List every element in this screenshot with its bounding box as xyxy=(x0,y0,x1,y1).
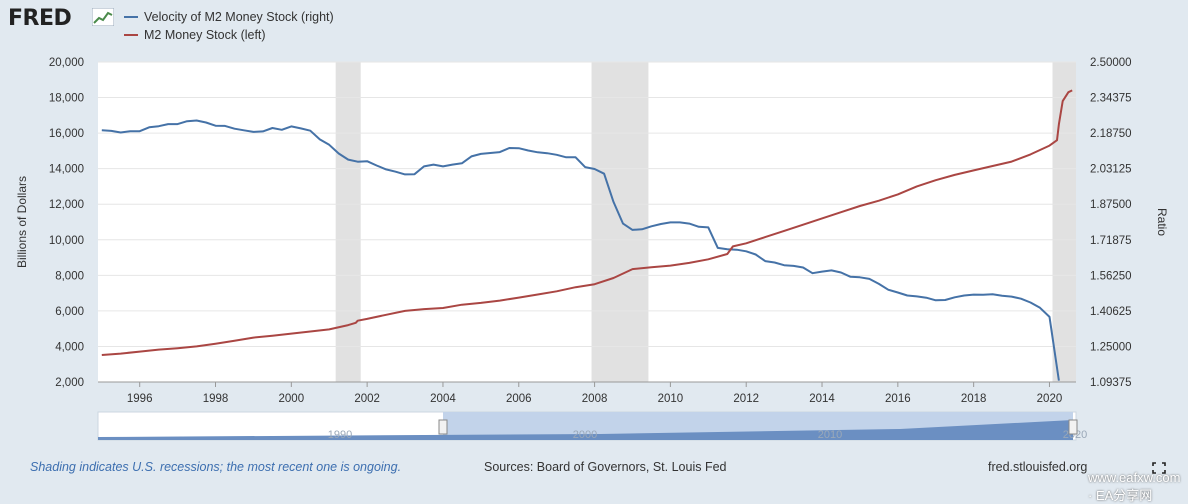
y-left-tick-label: 18,000 xyxy=(49,93,84,105)
fred-graph-icon xyxy=(92,8,114,26)
y-left-axis-label: Billions of Dollars xyxy=(15,176,29,268)
recession-band xyxy=(335,62,361,382)
chart-header: FRED Velocity of M2 Money Stock (right) … xyxy=(0,0,1188,50)
y-right-tick-label: 1.87500 xyxy=(1090,199,1132,211)
sources-text: Sources: Board of Governors, St. Louis F… xyxy=(484,460,727,474)
recession-note: Shading indicates U.S. recessions; the m… xyxy=(30,460,402,474)
plot-background xyxy=(98,62,1076,382)
y-right-tick-label: 2.03125 xyxy=(1090,164,1132,176)
navigator-year-label: 1990 xyxy=(328,429,352,441)
y-right-tick-label: 1.56250 xyxy=(1090,270,1132,282)
legend-swatch-velocity xyxy=(124,16,138,18)
series-line-m2 xyxy=(101,89,1073,356)
x-tick-label: 2010 xyxy=(658,393,684,405)
recession-band xyxy=(591,62,649,382)
y-left-tick-label: 8,000 xyxy=(55,270,84,282)
fullscreen-icon[interactable] xyxy=(1152,462,1166,474)
x-tick-label: 2016 xyxy=(885,393,911,405)
legend-item-m2[interactable]: M2 Money Stock (left) xyxy=(124,26,334,44)
y-right-axis-label: Ratio xyxy=(1155,208,1169,236)
y-right-tick-label: 1.25000 xyxy=(1090,341,1132,353)
y-left-tick-label: 16,000 xyxy=(49,128,84,140)
y-left-tick-label: 12,000 xyxy=(49,199,84,211)
legend-item-velocity[interactable]: Velocity of M2 Money Stock (right) xyxy=(124,8,334,26)
y-right-tick-label: 1.40625 xyxy=(1090,306,1132,318)
chart-footer: Shading indicates U.S. recessions; the m… xyxy=(0,452,1188,482)
legend-swatch-m2 xyxy=(124,34,138,36)
legend-label-velocity: Velocity of M2 Money Stock (right) xyxy=(144,10,334,24)
watermark-text: www.eafxw.com · EA分享网 xyxy=(1088,470,1181,503)
y-right-tick-label: 1.09375 xyxy=(1090,377,1132,389)
x-tick-label: 2000 xyxy=(279,393,305,405)
y-left-tick-label: 2,000 xyxy=(55,377,84,389)
x-tick-label: 2012 xyxy=(733,393,759,405)
legend: Velocity of M2 Money Stock (right) M2 Mo… xyxy=(124,8,334,44)
y-right-tick-label: 1.71875 xyxy=(1090,235,1132,247)
navigator-area xyxy=(98,420,1073,440)
y-right-tick-label: 2.50000 xyxy=(1090,57,1132,69)
recession-band xyxy=(1052,62,1076,382)
x-tick-label: 1998 xyxy=(203,393,229,405)
chart: 2,000 1.09375 4,000 1.25000 6,000 1.40625 8,00… xyxy=(15,57,1169,441)
y-left-tick-label: 10,000 xyxy=(49,235,84,247)
x-tick-label: 2004 xyxy=(430,393,456,405)
y-left-tick-label: 14,000 xyxy=(49,164,84,176)
navigator-year-label: 2000 xyxy=(573,429,597,441)
x-tick-label: 2014 xyxy=(809,393,835,405)
x-tick-label: 2002 xyxy=(354,393,380,405)
y-right-tick-label: 2.18750 xyxy=(1090,128,1132,140)
y-left-tick-label: 6,000 xyxy=(55,306,84,318)
legend-label-m2: M2 Money Stock (left) xyxy=(144,28,266,42)
navigator-year-label: 2010 xyxy=(818,429,842,441)
x-tick-label: 1996 xyxy=(127,393,153,405)
series-line-velocity xyxy=(101,119,1060,381)
y-right-tick-label: 2.34375 xyxy=(1090,93,1132,105)
y-left-tick-label: 4,000 xyxy=(55,341,84,353)
site-link[interactable]: fred.stlouisfed.org xyxy=(988,460,1088,474)
x-tick-label: 2006 xyxy=(506,393,532,405)
fred-logo[interactable]: FRED xyxy=(8,6,72,31)
x-tick-label: 2020 xyxy=(1037,393,1063,405)
x-tick-label: 2018 xyxy=(961,393,987,405)
navigator-right-handle[interactable] xyxy=(1068,419,1078,435)
y-left-tick-label: 20,000 xyxy=(49,57,84,69)
navigator-left-handle[interactable] xyxy=(438,419,448,435)
x-tick-label: 2008 xyxy=(582,393,608,405)
